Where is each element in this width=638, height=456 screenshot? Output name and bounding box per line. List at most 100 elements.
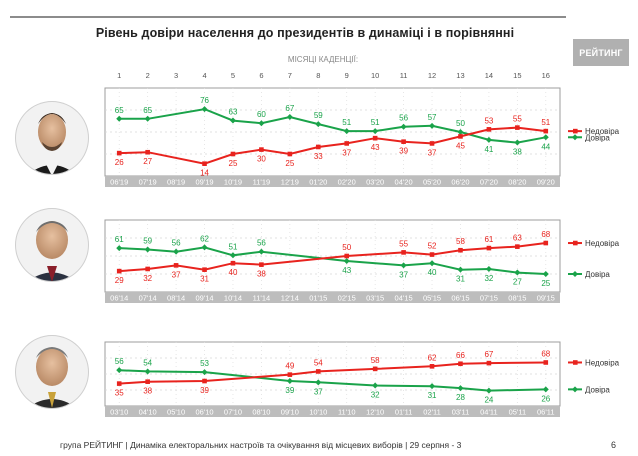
data-point-distrust	[116, 150, 122, 156]
data-label-distrust: 43	[371, 143, 380, 152]
x-tick-label: 02'20	[338, 178, 356, 187]
month-number: 4	[202, 71, 206, 80]
data-point-distrust	[344, 253, 350, 259]
data-point-distrust	[315, 369, 321, 374]
data-point-distrust	[344, 141, 350, 146]
x-tick-label: 11'10	[338, 408, 356, 417]
data-point-trust	[286, 114, 293, 121]
x-tick-label: 02'11	[423, 408, 441, 417]
data-label-trust: 65	[143, 106, 152, 115]
data-point-trust	[116, 367, 123, 374]
data-label-distrust: 26	[115, 158, 124, 167]
data-label-trust: 31	[456, 275, 465, 284]
data-label-trust: 60	[257, 110, 266, 119]
data-point-distrust	[401, 250, 406, 255]
data-point-trust	[116, 245, 123, 252]
data-label-trust: 32	[371, 391, 380, 400]
legend-label-trust: Довіра	[585, 133, 610, 142]
chart-panel-1: 06'19 07'19 08'19 09'19 10'19 11'19 12'19 01'20…	[104, 71, 620, 187]
legend-label-trust: Довіра	[585, 385, 610, 394]
x-tick-label: 07'19	[139, 178, 157, 187]
portrait-yanukovych	[15, 335, 89, 409]
portrait-poroshenko	[15, 208, 89, 282]
series-line-distrust	[119, 126, 546, 165]
data-point-trust	[315, 379, 322, 386]
page-number: 6	[611, 440, 617, 450]
category-bar	[105, 176, 560, 187]
data-label-trust: 26	[541, 394, 550, 403]
data-label-distrust: 35	[115, 389, 124, 398]
data-label-distrust: 25	[285, 159, 294, 168]
series-line-trust	[119, 108, 546, 144]
x-tick-label: 07'15	[480, 294, 498, 303]
data-point-distrust	[202, 378, 207, 384]
data-label-trust: 24	[484, 396, 493, 405]
data-label-distrust: 40	[229, 268, 238, 277]
data-point-distrust	[458, 134, 463, 139]
footer-text: група РЕЙТИНГ | Динаміка електоральних н…	[60, 440, 462, 450]
x-tick-label: 05'11	[509, 408, 527, 417]
data-point-trust	[485, 265, 492, 272]
brand-logo: РЕЙТИНГ	[573, 39, 629, 66]
x-tick-label: 08'10	[252, 408, 270, 417]
data-point-distrust	[543, 240, 549, 246]
legend-marker-distrust	[573, 128, 578, 134]
data-point-distrust	[372, 135, 378, 141]
x-tick-label: 08'14	[167, 294, 185, 303]
series-line-distrust	[119, 361, 546, 385]
data-label-distrust: 14	[200, 169, 209, 178]
x-tick-label: 04'15	[395, 294, 413, 303]
x-tick-label: 12'14	[281, 294, 299, 303]
data-point-trust	[144, 368, 151, 375]
legend-label-distrust: Недовіра	[585, 239, 620, 248]
legend-label-distrust: Недовіра	[585, 127, 620, 136]
data-point-trust	[429, 260, 436, 267]
data-label-trust: 41	[484, 145, 493, 154]
x-tick-label: 12'19	[281, 178, 299, 187]
data-point-distrust	[429, 364, 435, 369]
month-number: 9	[345, 71, 349, 80]
data-label-trust: 40	[428, 268, 437, 277]
month-axis-label: МІСЯЦІ КАДЕНЦІЇ:	[288, 55, 358, 64]
x-tick-label: 06'20	[451, 178, 469, 187]
x-tick-label: 03'20	[366, 178, 384, 187]
data-label-trust: 57	[428, 113, 437, 122]
data-point-distrust	[543, 360, 549, 365]
data-label-distrust: 37	[172, 270, 181, 279]
data-label-distrust: 38	[143, 387, 152, 396]
data-point-trust	[514, 139, 521, 146]
data-label-distrust: 39	[200, 386, 209, 395]
x-tick-label: 08'15	[508, 294, 526, 303]
data-point-trust	[258, 248, 265, 255]
month-number: 13	[456, 71, 464, 80]
data-point-distrust	[372, 366, 378, 372]
data-label-trust: 59	[314, 111, 323, 120]
data-point-trust	[286, 378, 293, 385]
data-label-trust: 56	[115, 357, 124, 366]
x-tick-label: 09'19	[195, 178, 213, 187]
data-label-trust: 51	[342, 118, 351, 127]
data-point-trust	[514, 269, 521, 276]
x-tick-label: 11'19	[253, 178, 271, 187]
data-point-distrust	[515, 125, 520, 130]
data-label-distrust: 68	[541, 349, 550, 358]
chart-panel-3: 03'10 04'10 05'10 06'10 07'10 08'10 09'10 10'10…	[104, 341, 620, 417]
data-point-trust	[372, 128, 379, 135]
data-point-distrust	[458, 247, 463, 253]
data-label-distrust: 49	[285, 362, 294, 371]
data-label-trust: 56	[172, 239, 181, 248]
data-point-distrust	[173, 263, 179, 268]
data-label-distrust: 25	[229, 159, 238, 168]
x-tick-label: 08'19	[167, 178, 185, 187]
data-label-distrust: 63	[513, 234, 522, 243]
data-point-distrust	[486, 245, 492, 251]
data-point-distrust	[287, 372, 293, 377]
x-tick-label: 03'10	[110, 408, 128, 417]
x-tick-label: 05'15	[423, 294, 441, 303]
data-label-distrust: 30	[257, 155, 266, 164]
data-label-distrust: 33	[314, 152, 323, 161]
legend-marker-distrust	[573, 360, 578, 365]
series-line-trust	[119, 246, 546, 275]
data-point-trust	[144, 246, 151, 253]
x-tick-label: 04'10	[139, 408, 157, 417]
